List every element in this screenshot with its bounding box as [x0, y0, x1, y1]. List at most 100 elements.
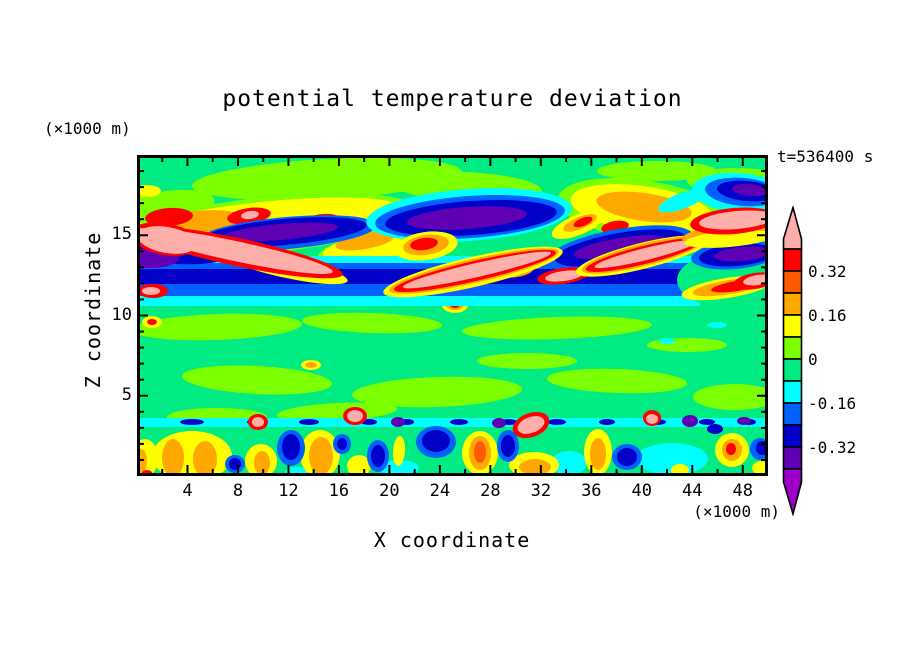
contour-region-red	[410, 237, 438, 251]
y-axis-unit-label: (×1000 m)	[44, 119, 131, 138]
contour-region-chartreuse	[477, 353, 577, 369]
contour-region-chartreuse	[277, 402, 397, 422]
x-tick-label: 32	[530, 481, 552, 501]
colorbar-block-springgreen	[782, 358, 803, 382]
contour-region-pink	[545, 270, 583, 282]
colorbar-block-cyan	[782, 380, 803, 404]
contour-region-cyan	[636, 443, 708, 475]
contour-region-cyan	[551, 451, 587, 475]
contour-region-purple	[222, 222, 338, 242]
contour-region-pink	[252, 417, 264, 427]
x-tick-label: 8	[232, 481, 244, 501]
x-tick-label: 20	[379, 481, 400, 501]
colorbar-block-yellow	[782, 314, 803, 338]
colorbar-block-orangered	[782, 270, 803, 294]
contour-region-orange	[519, 459, 551, 475]
x-tick-label: 44	[682, 481, 703, 501]
contour-region-purple	[492, 418, 506, 428]
contour-region-cyan	[707, 322, 727, 328]
x-tick-label: 12	[278, 481, 299, 501]
contour-region-navy	[371, 445, 385, 467]
colorbar-tick-label: 0	[808, 350, 818, 369]
contour-region-chartreuse	[547, 368, 687, 394]
colorbar-arrow-bottom	[782, 468, 803, 516]
contour-region-pink	[646, 414, 658, 424]
x-axis-unit-label: (×1000 m)	[693, 502, 780, 521]
contour-region-navy	[337, 438, 347, 450]
contour-region-purple	[732, 183, 768, 197]
contour-region-navy	[282, 434, 300, 460]
contour-region-navy	[299, 419, 319, 425]
colorbar-block-navy	[782, 424, 803, 448]
y-tick-label: 10	[111, 304, 132, 325]
contour-region-purple	[407, 206, 527, 230]
contour-region-pink	[137, 226, 197, 254]
colorbar-tick-label: -0.32	[808, 438, 857, 457]
x-tick-label: 48	[732, 481, 753, 501]
contour-region-blue	[137, 261, 697, 269]
colorbar-block-orange	[782, 292, 803, 316]
y-tick-label: 15	[111, 224, 132, 245]
contour-region-chartreuse	[182, 365, 332, 395]
colorbar-block-blue	[782, 402, 803, 426]
contour-region-cyan	[659, 338, 675, 344]
contour-region-navy	[450, 419, 468, 425]
contour-region-cyan	[137, 294, 700, 306]
contour-region-navy	[422, 430, 450, 452]
contour-region-orange	[162, 439, 184, 476]
contour-region-chartreuse	[597, 161, 717, 181]
contour-region-navy	[617, 448, 637, 466]
x-axis-title: X coordinate	[373, 528, 531, 552]
contour-region-purple	[573, 235, 665, 259]
contour-plot-canvas	[137, 155, 768, 476]
plot-border	[137, 155, 768, 476]
colorbar-block-purple	[782, 446, 803, 470]
colorbar-block-red	[782, 248, 803, 272]
colorbar-tick-label: -0.16	[808, 394, 857, 413]
contour-region-chartreuse	[352, 376, 522, 408]
contour-region-orange	[305, 362, 317, 368]
colorbar-tick-label: 0.16	[808, 306, 847, 325]
contour-region-red	[145, 207, 193, 227]
contour-region-pink	[594, 239, 698, 269]
x-tick-label: 24	[429, 481, 451, 501]
contour-region-red	[726, 443, 736, 455]
page-title: potential temperature deviation	[222, 86, 683, 112]
contour-region-chartreuse	[192, 157, 462, 201]
colorbar	[782, 206, 803, 516]
contour-region-yellow	[392, 436, 406, 466]
x-tick-label: 28	[480, 481, 501, 501]
contour-region-pink	[402, 251, 552, 289]
contour-region-chartreuse	[462, 316, 652, 340]
contour-region-purple	[682, 415, 698, 427]
contour-region-red	[147, 319, 157, 325]
colorbar-arrow-top	[782, 206, 803, 250]
contour-region-cyan	[658, 189, 706, 213]
y-tick-label: 5	[121, 384, 132, 405]
contour-region-pink	[347, 410, 363, 422]
contour-region-navy	[707, 424, 723, 434]
contour-region-yellow	[684, 230, 768, 248]
contour-region-pink	[142, 287, 160, 295]
contour-region-chartreuse	[647, 338, 727, 352]
contour-region-pink	[699, 210, 768, 230]
contour-region-orange	[193, 441, 217, 476]
x-tick-label: 36	[581, 481, 602, 501]
contour-region-navy	[229, 458, 241, 470]
contour-region-purple	[714, 246, 768, 262]
x-tick-label: 40	[631, 481, 653, 501]
contour-region-purple	[391, 417, 405, 427]
contour-region-orangered	[474, 441, 486, 463]
contour-region-pink	[241, 210, 259, 220]
contour-region-navy	[180, 419, 204, 425]
contour-region-navy	[699, 419, 715, 425]
contour-region-chartreuse	[137, 313, 302, 341]
contour-region-orange	[309, 437, 333, 475]
contour-region-yellow	[752, 461, 768, 475]
x-tick-label: 4	[182, 481, 193, 501]
contour-region-orange	[590, 438, 606, 470]
colorbar-block-chartreuse	[782, 336, 803, 360]
contour-region-navy	[599, 419, 615, 425]
contour-region-chartreuse	[302, 312, 442, 334]
